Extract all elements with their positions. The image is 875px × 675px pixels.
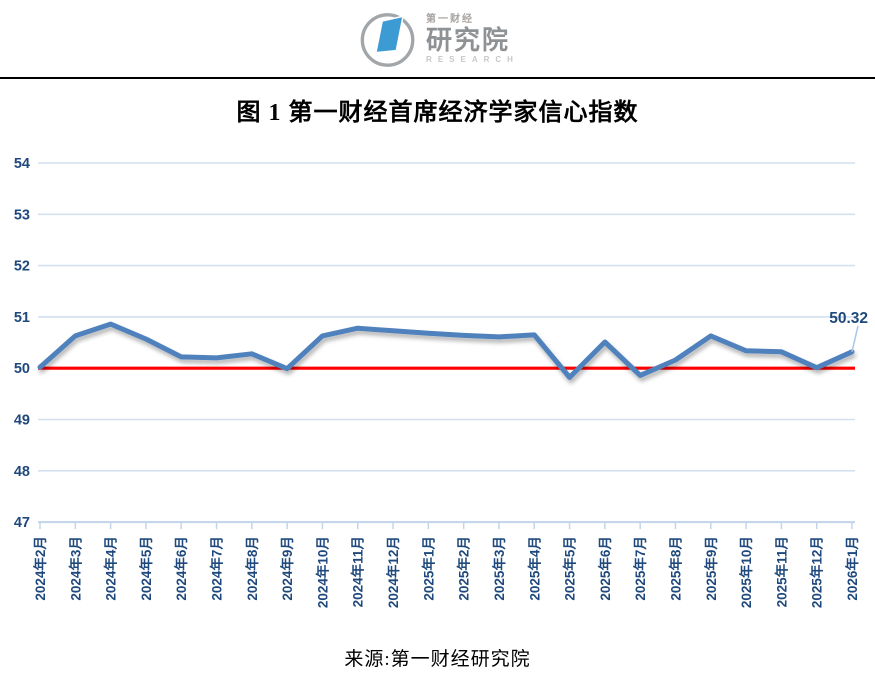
header: 第一财经 研究院 RESEARCH [0,0,875,79]
confidence-index-chart: 47 48 49 50 51 52 53 54 2024年2月 2024年3月 2024年4月 202… [14,156,868,608]
x-axis-label: 2024年8月 [244,536,260,601]
source-line: 来源:第一财经研究院 [344,649,531,670]
x-axis-label: 2026年1月 [844,536,860,601]
y-axis-label: 52 [14,259,30,275]
x-axis-label: 2025年8月 [667,536,683,601]
x-axis-label: 2025年5月 [562,536,578,601]
x-axis-label: 2025年3月 [491,536,507,601]
x-axis-label: 2024年12月 [385,536,401,608]
x-axis-label: 2025年9月 [703,536,719,601]
y-axis-label: 54 [14,156,30,172]
x-axis-label: 2025年6月 [597,536,613,601]
x-axis-label: 2024年11月 [350,536,366,607]
y-axis-label: 49 [14,413,30,429]
x-axis-label: 2024年10月 [314,536,330,608]
x-axis-label: 2024年9月 [279,536,295,601]
y-axis-label: 48 [14,464,30,480]
x-axis-label: 2025年11月 [773,536,789,607]
x-axis-label: 2025年7月 [632,536,648,601]
x-axis-label: 2024年2月 [32,536,48,601]
x-axis-label: 2024年7月 [209,536,225,601]
y-axis-label: 47 [14,515,30,531]
header-divider [0,77,875,79]
chart-title: 图 1 第一财经首席经济学家信心指数 [236,100,639,126]
logo-brand-cn-small: 第一财经 [426,13,475,25]
x-axis-label: 2025年10月 [738,536,754,608]
y-axis-label: 51 [14,310,30,326]
data-label-leader-line [851,325,859,352]
x-axis-label: 2025年1月 [420,536,436,601]
x-axis-label: 2024年3月 [67,536,83,601]
logo-brand-en: RESEARCH [426,54,519,64]
x-axis-label: 2025年12月 [809,536,825,608]
yicai-research-logo: 第一财经 研究院 RESEARCH [356,8,519,70]
y-axis-label: 50 [14,361,30,377]
x-axis-label: 2024年6月 [173,536,189,601]
index-line-series [37,321,855,380]
x-axis-label: 2025年2月 [456,536,472,601]
logo-brand-cn-large: 研究院 [426,24,511,55]
x-axis-label: 2024年5月 [138,536,154,601]
y-axis-label: 53 [14,207,30,223]
last-value-label: 50.32 [829,310,868,327]
logo-mark-icon [360,13,414,67]
x-axis-label: 2024年4月 [103,536,119,601]
x-axis-label: 2025年4月 [526,536,542,601]
logo-text: 第一财经 研究院 RESEARCH [426,13,519,64]
